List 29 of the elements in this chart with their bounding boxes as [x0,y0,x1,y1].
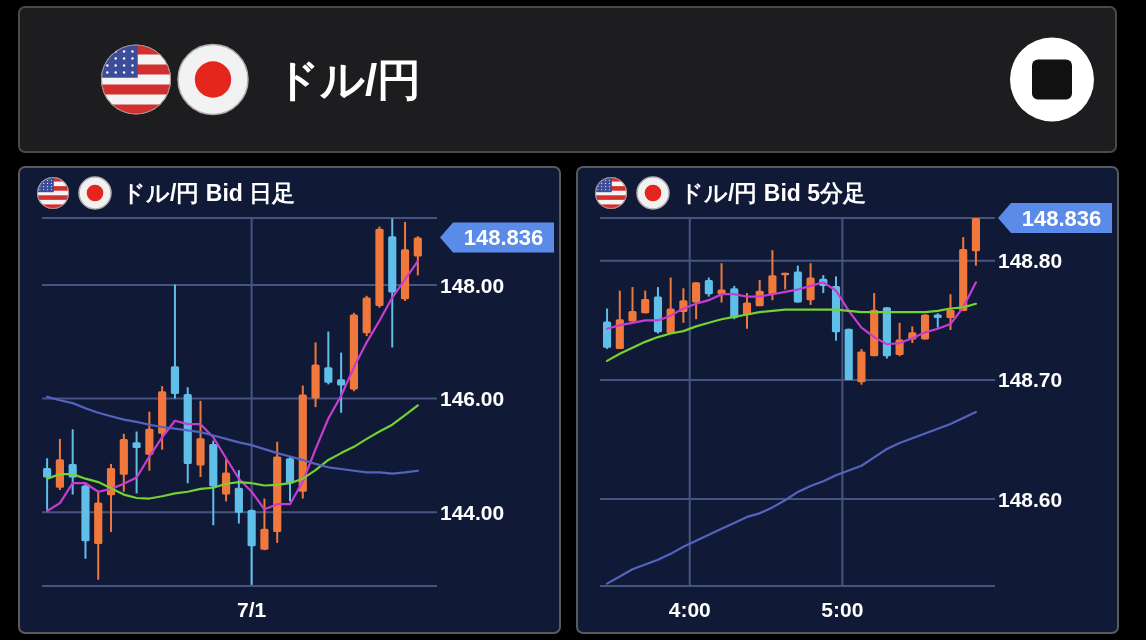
candlestick [946,293,955,331]
candlestick [337,351,346,414]
y-tick-label: 148.80 [998,249,1063,273]
chart-title: ドル/円 Bid 日足 [122,180,296,206]
x-tick-label: 7/1 [237,597,267,621]
candlestick [260,497,269,552]
candlestick [704,276,713,298]
candlestick [692,281,701,321]
y-tick-label: 148.00 [440,273,505,297]
line-series [605,302,978,363]
chart-title: ドル/円 Bid 5分足 [680,180,867,206]
candlestick [43,457,52,513]
x-tick-label: 5:00 [821,597,864,621]
y-tick-label: 144.00 [440,500,505,524]
text: 148.836 [1021,205,1102,231]
x-tick-label: 4:00 [668,597,711,621]
candlestick [768,249,777,302]
candlestick [324,330,333,386]
text: ドル/円 [275,55,422,104]
candlestick [413,235,422,277]
line-series [605,411,978,585]
candlestick [628,286,637,323]
line-series [46,260,419,513]
candlestick [132,430,141,495]
text: 148.836 [463,225,544,251]
y-tick-label: 148.60 [998,487,1063,511]
y-tick-label: 148.70 [998,368,1063,392]
y-tick-label: 146.00 [440,387,505,411]
line-series [46,395,419,475]
